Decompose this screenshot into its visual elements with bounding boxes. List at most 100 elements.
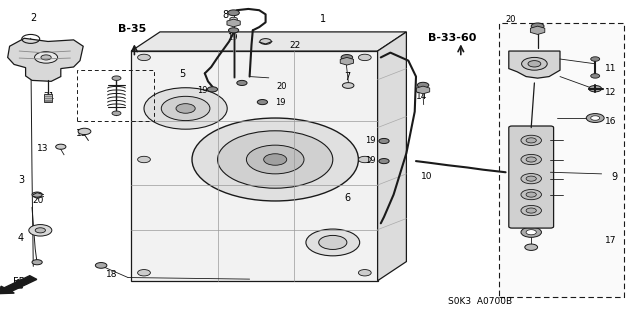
Text: 14: 14 <box>416 92 428 101</box>
Circle shape <box>522 57 547 70</box>
Circle shape <box>306 229 360 256</box>
Circle shape <box>228 28 239 33</box>
FancyBboxPatch shape <box>44 94 52 102</box>
Text: 2: 2 <box>31 12 37 23</box>
Circle shape <box>526 138 536 143</box>
Circle shape <box>591 74 600 78</box>
FancyArrow shape <box>0 276 37 293</box>
Circle shape <box>526 157 536 162</box>
Circle shape <box>32 260 42 265</box>
Circle shape <box>358 156 371 163</box>
FancyBboxPatch shape <box>509 126 554 228</box>
Circle shape <box>95 263 107 268</box>
Circle shape <box>112 111 121 115</box>
Circle shape <box>528 61 541 67</box>
Text: 21: 21 <box>44 92 55 101</box>
Text: S0K3  A0700B: S0K3 A0700B <box>448 297 512 306</box>
Circle shape <box>29 225 52 236</box>
Circle shape <box>260 39 271 44</box>
Circle shape <box>521 205 541 216</box>
Text: 16: 16 <box>605 117 616 126</box>
Text: 19: 19 <box>197 86 207 95</box>
Text: B-35: B-35 <box>118 24 147 34</box>
Circle shape <box>379 138 389 144</box>
Circle shape <box>526 208 536 213</box>
Text: B-33-60: B-33-60 <box>428 33 476 43</box>
Circle shape <box>586 114 604 122</box>
Circle shape <box>207 87 218 92</box>
Circle shape <box>228 10 239 16</box>
Circle shape <box>342 83 354 88</box>
Circle shape <box>358 54 371 61</box>
Circle shape <box>417 82 429 88</box>
Circle shape <box>526 192 536 197</box>
Circle shape <box>521 189 541 200</box>
Circle shape <box>144 88 227 129</box>
Text: 19: 19 <box>227 33 237 42</box>
Polygon shape <box>509 51 560 78</box>
Circle shape <box>525 244 538 250</box>
Text: 7: 7 <box>344 71 351 82</box>
Text: FR.: FR. <box>13 277 28 287</box>
Text: 18: 18 <box>106 271 117 279</box>
Text: 20: 20 <box>32 197 44 205</box>
Circle shape <box>35 228 45 233</box>
Circle shape <box>112 76 121 80</box>
Text: 10: 10 <box>421 172 433 181</box>
Text: 4: 4 <box>18 233 24 243</box>
Circle shape <box>218 131 333 188</box>
Circle shape <box>521 227 541 237</box>
Circle shape <box>264 154 287 165</box>
Circle shape <box>78 128 91 135</box>
Text: 19: 19 <box>275 98 285 107</box>
Circle shape <box>138 54 150 61</box>
FancyBboxPatch shape <box>499 23 624 297</box>
Text: 12: 12 <box>605 88 616 97</box>
Text: 22: 22 <box>289 41 301 50</box>
Circle shape <box>138 270 150 276</box>
Text: 9: 9 <box>611 172 618 182</box>
Circle shape <box>521 135 541 145</box>
Circle shape <box>358 270 371 276</box>
Circle shape <box>591 116 600 120</box>
Polygon shape <box>131 32 406 51</box>
FancyBboxPatch shape <box>131 51 378 281</box>
Circle shape <box>521 174 541 184</box>
Circle shape <box>341 55 353 60</box>
Circle shape <box>161 96 210 121</box>
Circle shape <box>246 145 304 174</box>
Text: 6: 6 <box>344 193 351 203</box>
Circle shape <box>237 80 247 85</box>
Circle shape <box>531 23 544 29</box>
Circle shape <box>379 159 389 164</box>
Text: 15: 15 <box>76 130 87 138</box>
Text: 20: 20 <box>506 15 516 24</box>
Text: 17: 17 <box>605 236 616 245</box>
Circle shape <box>230 17 237 21</box>
Text: 20: 20 <box>276 82 287 91</box>
Circle shape <box>591 57 600 61</box>
Circle shape <box>176 104 195 113</box>
Polygon shape <box>8 38 83 81</box>
Circle shape <box>521 154 541 165</box>
Text: 8: 8 <box>223 10 229 20</box>
Circle shape <box>35 52 58 63</box>
Text: 3: 3 <box>18 175 24 185</box>
Circle shape <box>41 55 51 60</box>
Text: 13: 13 <box>37 144 49 153</box>
Polygon shape <box>378 32 406 281</box>
Circle shape <box>319 235 347 249</box>
Text: 5: 5 <box>179 69 186 79</box>
Circle shape <box>32 192 42 197</box>
Circle shape <box>192 118 358 201</box>
Circle shape <box>138 156 150 163</box>
Text: 11: 11 <box>605 64 616 73</box>
Text: 19: 19 <box>365 156 375 165</box>
Circle shape <box>589 85 602 92</box>
Circle shape <box>526 230 536 235</box>
Circle shape <box>257 100 268 105</box>
Circle shape <box>526 176 536 181</box>
Text: 19: 19 <box>365 137 375 145</box>
Circle shape <box>56 144 66 149</box>
Text: 1: 1 <box>320 14 326 24</box>
